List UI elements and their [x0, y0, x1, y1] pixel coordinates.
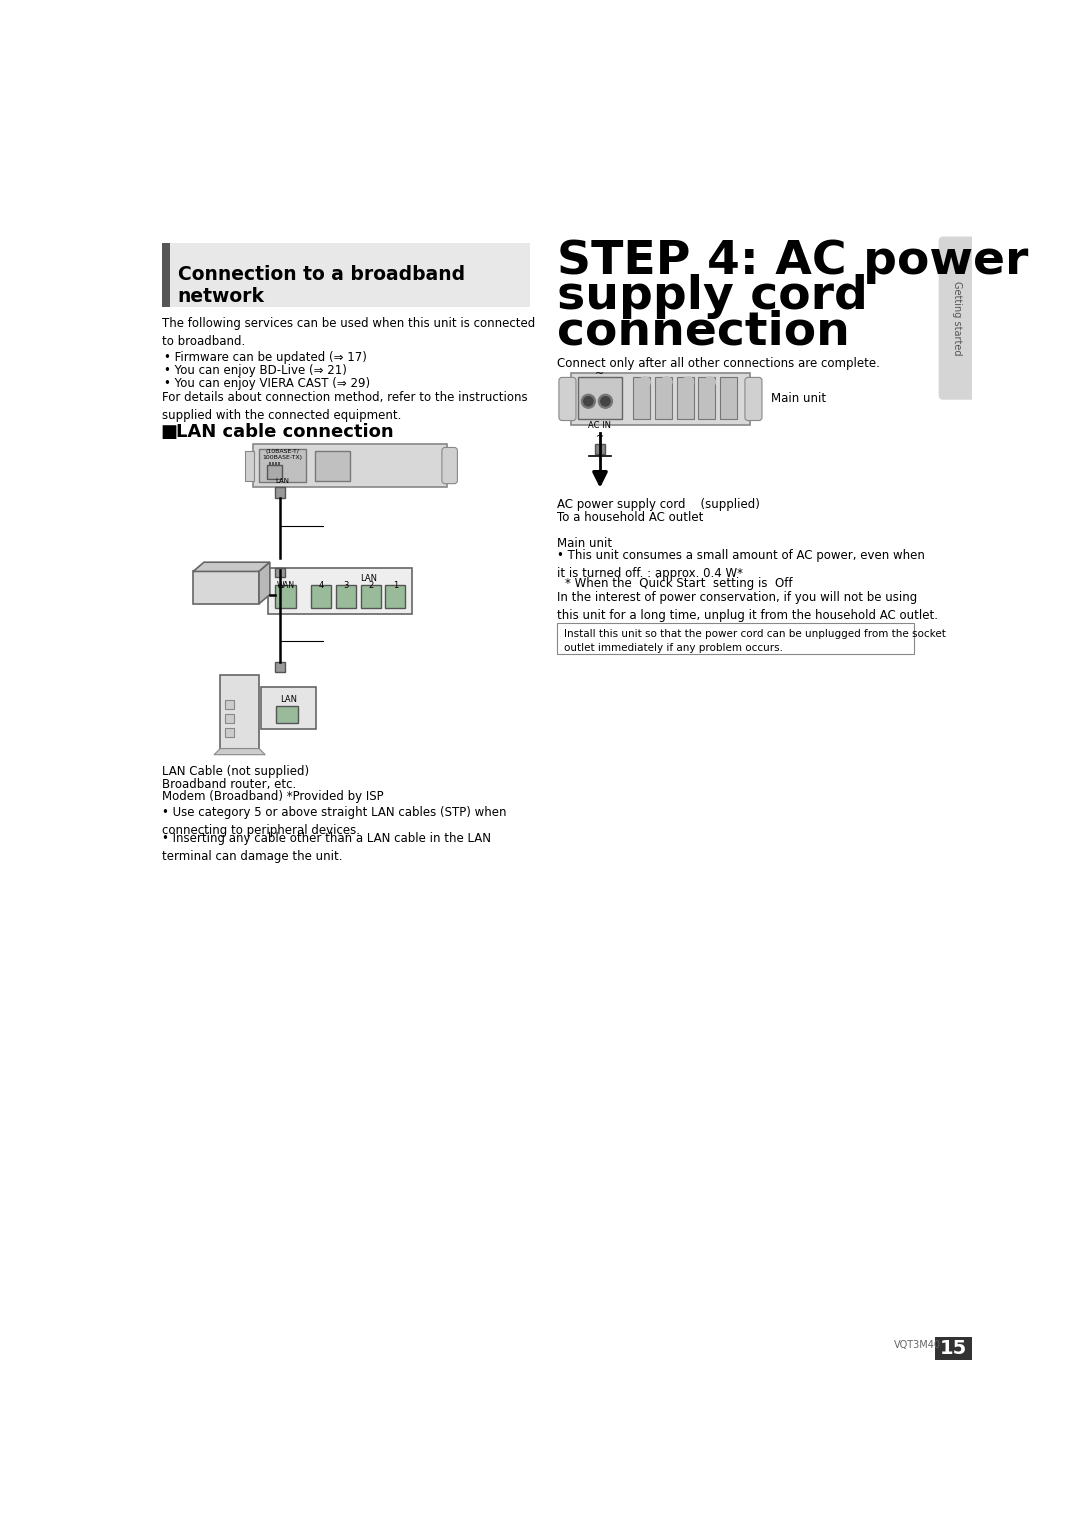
Circle shape	[639, 376, 650, 388]
Bar	[578, 377, 622, 419]
FancyBboxPatch shape	[267, 465, 282, 480]
Bar	[336, 585, 356, 608]
Bar	[274, 567, 285, 578]
FancyBboxPatch shape	[442, 448, 458, 484]
Bar	[279, 461, 280, 465]
Text: • Use category 5 or above straight LAN cables (STP) when
connecting to periphera: • Use category 5 or above straight LAN c…	[162, 805, 507, 836]
Text: LAN cable connection: LAN cable connection	[176, 423, 394, 442]
Text: • Firmware can be updated (⇒ 17): • Firmware can be updated (⇒ 17)	[164, 351, 366, 364]
Bar	[311, 585, 332, 608]
Circle shape	[661, 376, 672, 388]
Bar	[314, 451, 350, 481]
Text: Connection to a broadband: Connection to a broadband	[177, 264, 464, 284]
Text: (10BASE-T/
100BASE-TX): (10BASE-T/ 100BASE-TX)	[262, 449, 302, 460]
Text: network: network	[177, 287, 265, 306]
FancyBboxPatch shape	[939, 237, 975, 400]
Circle shape	[581, 394, 595, 408]
Bar	[656, 377, 672, 419]
Text: 3: 3	[343, 582, 349, 590]
Text: Modem (Broadband) *Provided by ISP: Modem (Broadband) *Provided by ISP	[162, 790, 383, 804]
Text: 2: 2	[368, 582, 374, 590]
Bar	[225, 700, 234, 709]
Bar	[253, 445, 446, 487]
Circle shape	[598, 394, 612, 408]
Text: ~: ~	[596, 432, 604, 443]
Text: LAN: LAN	[280, 695, 297, 703]
Bar	[272, 461, 273, 465]
Text: LAN: LAN	[361, 573, 378, 582]
Text: • You can enjoy VIERA CAST (⇒ 29): • You can enjoy VIERA CAST (⇒ 29)	[164, 377, 369, 390]
Bar	[720, 377, 738, 419]
Bar	[274, 487, 285, 498]
Bar	[220, 675, 259, 749]
Text: ■: ■	[161, 423, 177, 442]
Bar	[677, 377, 693, 419]
Circle shape	[600, 397, 610, 406]
Text: • This unit consumes a small amount of AC power, even when
it is turned off. : a: • This unit consumes a small amount of A…	[557, 549, 926, 581]
Text: WAN: WAN	[276, 582, 295, 590]
Bar	[571, 373, 750, 425]
Bar	[245, 451, 255, 481]
Polygon shape	[193, 562, 270, 571]
Bar	[193, 571, 259, 604]
Text: supply cord: supply cord	[557, 274, 868, 319]
Text: * When the  Quick Start  setting is  Off: * When the Quick Start setting is Off	[565, 578, 793, 590]
Bar	[225, 714, 234, 723]
Circle shape	[583, 397, 593, 406]
Bar	[274, 662, 285, 671]
Bar	[259, 449, 306, 483]
Text: Main unit: Main unit	[557, 536, 612, 550]
Text: • You can enjoy BD-Live (⇒ 21): • You can enjoy BD-Live (⇒ 21)	[164, 364, 347, 377]
Bar	[162, 243, 530, 307]
Bar	[162, 243, 170, 307]
Text: Getting started: Getting started	[951, 281, 962, 356]
Bar	[361, 585, 380, 608]
Text: 4: 4	[319, 582, 324, 590]
FancyBboxPatch shape	[559, 377, 576, 420]
Bar	[386, 585, 405, 608]
Text: To a household AC outlet: To a household AC outlet	[557, 510, 704, 524]
Text: connection: connection	[557, 310, 850, 354]
Bar	[268, 567, 411, 614]
Bar	[225, 727, 234, 736]
Bar	[260, 688, 316, 729]
Text: AC power supply cord    (supplied): AC power supply cord (supplied)	[557, 498, 760, 512]
Text: AC IN: AC IN	[589, 422, 611, 431]
Bar	[557, 623, 914, 654]
Text: The following services can be used when this unit is connected
to broadband.: The following services can be used when …	[162, 318, 536, 348]
Bar	[275, 461, 276, 465]
Text: Main unit: Main unit	[771, 393, 826, 405]
Bar	[595, 443, 606, 454]
Circle shape	[704, 376, 715, 388]
Bar	[699, 377, 715, 419]
Text: Connect only after all other connections are complete.: Connect only after all other connections…	[557, 358, 880, 370]
Circle shape	[683, 376, 693, 388]
Text: Broadband router, etc.: Broadband router, etc.	[162, 778, 296, 792]
Text: LAN Cable (not supplied): LAN Cable (not supplied)	[162, 766, 309, 778]
Text: LAN: LAN	[275, 478, 289, 484]
Text: 15: 15	[940, 1339, 967, 1358]
Bar	[935, 1337, 972, 1360]
Text: ~: ~	[595, 368, 605, 379]
FancyBboxPatch shape	[745, 377, 762, 420]
Bar	[276, 706, 298, 723]
Text: • Inserting any cable other than a LAN cable in the LAN
terminal can damage the : • Inserting any cable other than a LAN c…	[162, 831, 491, 863]
Text: 1: 1	[393, 582, 399, 590]
Text: STEP 4: AC power: STEP 4: AC power	[557, 238, 1029, 284]
Text: For details about connection method, refer to the instructions
supplied with the: For details about connection method, ref…	[162, 391, 528, 422]
Polygon shape	[259, 562, 270, 604]
Bar	[274, 585, 296, 608]
Text: Install this unit so that the power cord can be unplugged from the socket
outlet: Install this unit so that the power cord…	[564, 630, 945, 652]
Text: In the interest of power conservation, if you will not be using
this unit for a : In the interest of power conservation, i…	[557, 591, 939, 622]
Bar	[269, 461, 271, 465]
Polygon shape	[214, 749, 266, 755]
Bar	[633, 377, 650, 419]
Text: VQT3M40: VQT3M40	[894, 1340, 941, 1349]
